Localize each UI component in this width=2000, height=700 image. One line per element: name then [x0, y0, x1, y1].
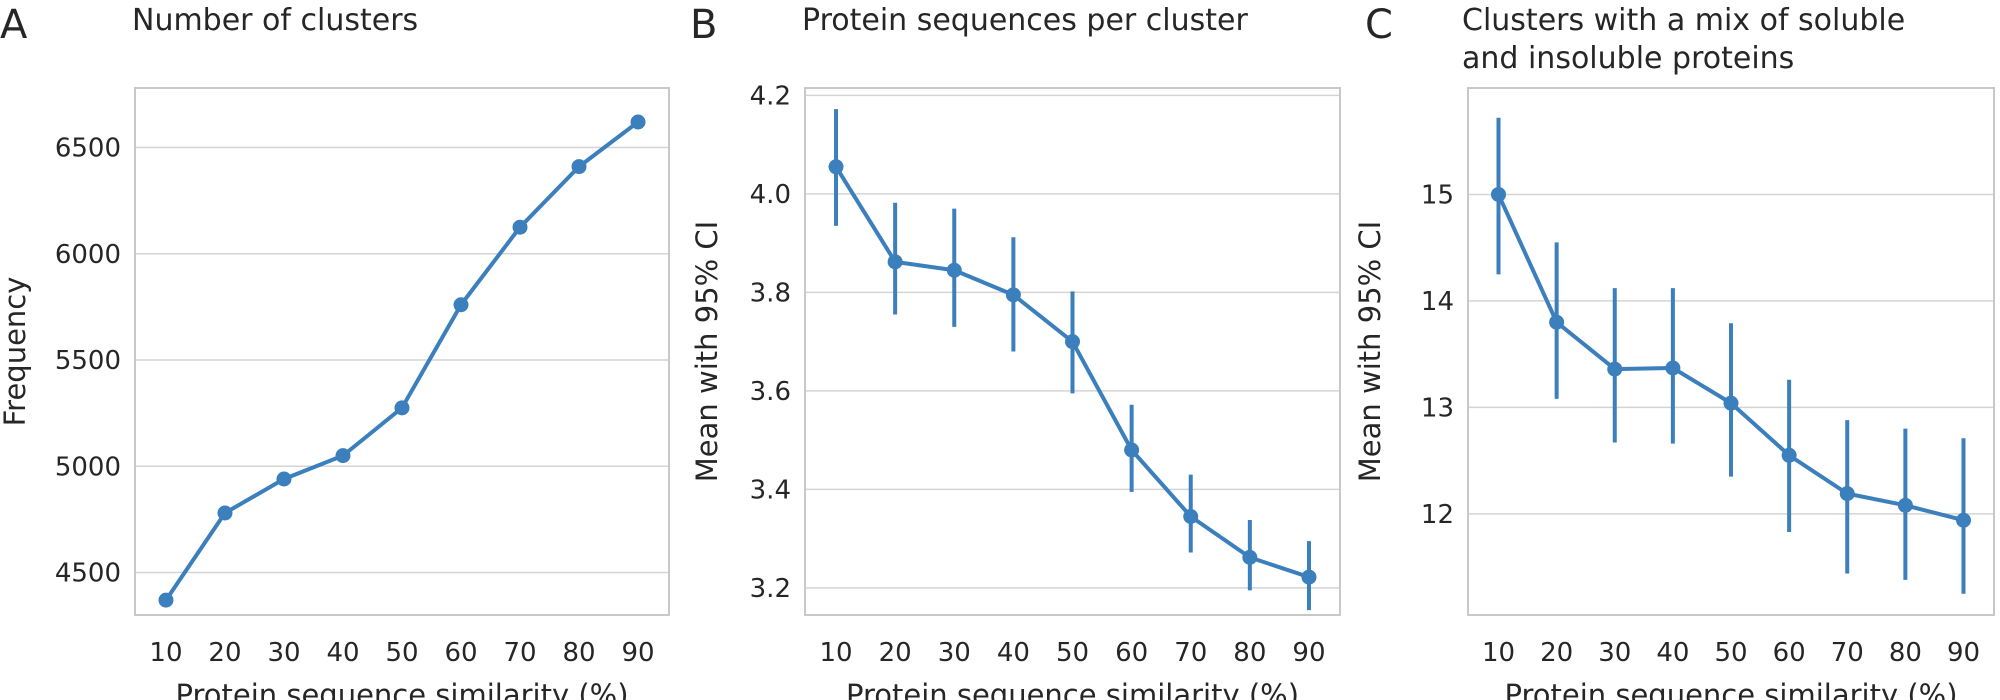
x-tick-label: 30: [938, 638, 971, 668]
y-tick-label: 3.6: [750, 377, 791, 407]
data-point: [630, 114, 646, 130]
data-point: [217, 505, 233, 521]
y-tick-label: 5500: [55, 346, 121, 376]
data-point: [887, 254, 903, 270]
y-tick-label: 4500: [55, 559, 121, 589]
data-point: [512, 219, 528, 235]
x-tick-label: 50: [385, 638, 418, 668]
data-point: [158, 592, 174, 608]
x-tick-label: 30: [267, 638, 300, 668]
y-axis-label: Frequency: [0, 277, 32, 427]
x-tick-label: 10: [149, 638, 182, 668]
x-tick-label: 40: [997, 638, 1030, 668]
series-line: [164, 120, 640, 602]
x-tick-label: 70: [1831, 638, 1864, 668]
x-tick-label: 20: [208, 638, 241, 668]
panel-letter: A: [0, 2, 28, 48]
y-tick-label: 3.2: [750, 574, 791, 604]
data-point: [1839, 486, 1855, 502]
data-point: [1897, 497, 1913, 513]
x-tick-label: 90: [621, 638, 654, 668]
x-tick-label: 90: [1947, 638, 1980, 668]
plot-frame: [804, 87, 1341, 616]
panel-letter: C: [1365, 2, 1393, 48]
panel-b: 3.2 3.4 3.6 3.8 4.0 4.2 10 20 30 40 50 60 70 80 90 Prot…: [690, 2, 1341, 700]
data-point: [1607, 361, 1623, 377]
y-tick-label: 4.2: [750, 81, 791, 111]
panel-c: 12 13 14 15 10 20 30 40 50 60 70 80 90 Protein sequen…: [1353, 2, 1995, 700]
y-tick-label: 3.4: [750, 475, 791, 505]
y-tick-label: 12: [1421, 500, 1454, 530]
plot-frame: [1467, 87, 1995, 616]
data-point: [1301, 569, 1317, 585]
y-tick-label: 3.8: [750, 278, 791, 308]
y-tick-label: 13: [1421, 393, 1454, 423]
data-point: [276, 471, 292, 487]
panel-title: Protein sequences per cluster: [802, 3, 1248, 38]
panel-letter: B: [690, 2, 717, 48]
y-tick-label: 4.0: [750, 180, 791, 210]
y-tick-label: 14: [1421, 287, 1454, 317]
plot-frame: [134, 87, 670, 616]
x-tick-label: 80: [1889, 638, 1922, 668]
x-tick-label: 10: [819, 638, 852, 668]
x-tick-label: 40: [1656, 638, 1689, 668]
x-tick-label: 30: [1598, 638, 1631, 668]
data-point: [828, 159, 844, 175]
data-point: [1781, 447, 1797, 463]
data-point: [1183, 508, 1199, 524]
y-tick-label: 6500: [55, 134, 121, 164]
data-point: [1723, 395, 1739, 411]
x-tick-label: 50: [1714, 638, 1747, 668]
x-axis-label: Protein sequence similarity (%): [846, 678, 1299, 700]
x-tick-label: 50: [1056, 638, 1089, 668]
x-axis-label: Protein sequence similarity (%): [175, 678, 628, 700]
panel-title-line2: and insoluble proteins: [1462, 41, 1794, 76]
x-tick-label: 20: [879, 638, 912, 668]
x-tick-label: 10: [1482, 638, 1515, 668]
data-point: [453, 297, 469, 313]
x-tick-label: 20: [1540, 638, 1573, 668]
x-tick-label: 60: [1773, 638, 1806, 668]
y-tick-label: 15: [1421, 180, 1454, 210]
panel-a: 4500 5000 5500 6000 6500 10 20 30 40 50 60 70 80 90 Pr…: [0, 2, 670, 700]
x-tick-label: 70: [1174, 638, 1207, 668]
data-point: [1065, 334, 1080, 350]
x-tick-label: 40: [326, 638, 359, 668]
data-point: [1124, 442, 1140, 458]
data-point: [1491, 186, 1507, 202]
data-point: [1242, 549, 1258, 565]
data-point: [1549, 314, 1565, 330]
data-point: [1955, 512, 1971, 528]
data-point: [946, 262, 962, 278]
y-axis-label: Mean with 95% CI: [690, 221, 724, 482]
y-axis-label: Mean with 95% CI: [1353, 221, 1387, 482]
y-tick-label: 6000: [55, 240, 121, 270]
x-tick-label: 60: [444, 638, 477, 668]
x-tick-label: 90: [1292, 638, 1325, 668]
data-point: [394, 400, 410, 416]
data-point: [1665, 360, 1681, 376]
data-point: [1005, 287, 1021, 303]
x-tick-label: 80: [1233, 638, 1266, 668]
x-tick-label: 60: [1115, 638, 1148, 668]
x-tick-label: 80: [562, 638, 595, 668]
panel-title: Number of clusters: [132, 3, 418, 38]
x-tick-label: 70: [503, 638, 536, 668]
x-axis-label: Protein sequence similarity (%): [1504, 678, 1957, 700]
y-tick-label: 5000: [55, 452, 121, 482]
panel-title: Clusters with a mix of soluble: [1462, 3, 1905, 38]
data-point: [571, 159, 587, 175]
data-point: [335, 448, 351, 464]
